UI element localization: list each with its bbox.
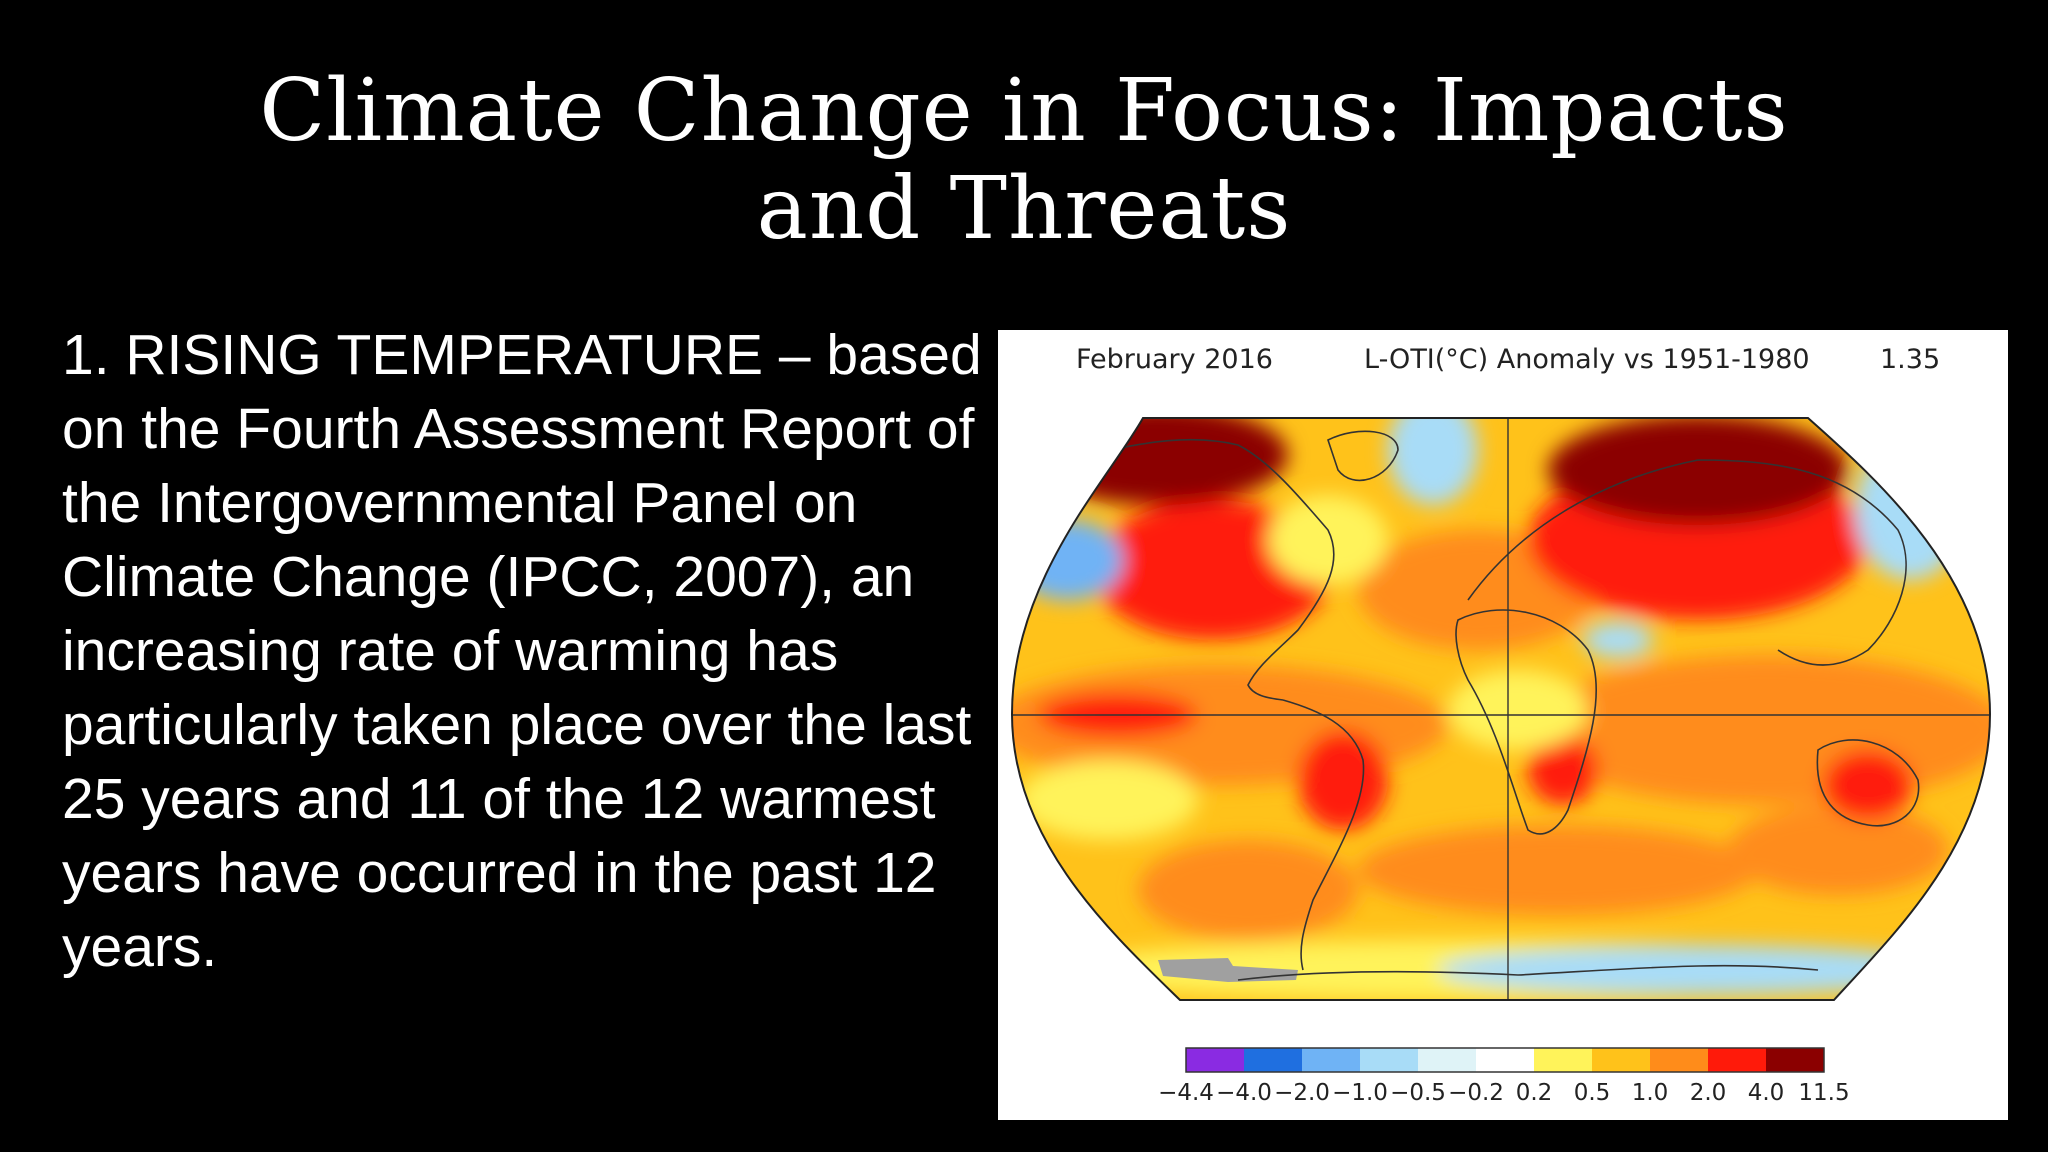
anomaly-yellow-us xyxy=(1268,495,1388,585)
temperature-anomaly-map-panel: −4.4 −4.0 −2.0 −1.0 −0.5 −0.2 0.2 0.5 1.… xyxy=(998,330,2008,1120)
legend-label-11: 4.0 xyxy=(1748,1080,1785,1106)
anomaly-orange-indian xyxy=(1528,655,1990,805)
no-data-patch xyxy=(1158,958,1298,982)
anomaly-field xyxy=(1012,418,1990,1000)
legend-swatch-10 xyxy=(1708,1048,1766,1072)
anomaly-yellow-africa xyxy=(1448,670,1588,750)
coastlines xyxy=(1057,430,1920,981)
legend-label-12: 11.5 xyxy=(1798,1080,1849,1106)
globe-outline xyxy=(1010,417,1992,1001)
slide-title: Climate Change in Focus: Impacts and Thr… xyxy=(0,62,2048,258)
anomaly-red-southern-africa xyxy=(1528,735,1598,805)
legend-swatch-2 xyxy=(1244,1048,1302,1072)
map-metric-label: L-OTI(°C) Anomaly vs 1951-1980 xyxy=(1364,344,1810,375)
anomaly-blue-antarctica xyxy=(1438,945,1958,995)
legend-swatch-7 xyxy=(1534,1048,1592,1072)
legend-swatch-1 xyxy=(1186,1048,1244,1072)
legend-label-1: −4.4 xyxy=(1158,1080,1214,1106)
legend-bar-outline xyxy=(1185,1047,1825,1073)
anomaly-blue-north-atlantic xyxy=(1388,418,1478,505)
legend-swatch-11 xyxy=(1766,1048,1824,1072)
legend-swatch-8 xyxy=(1592,1048,1650,1072)
anomaly-orange-tasman xyxy=(1728,805,1948,895)
legend-swatch-3 xyxy=(1302,1048,1360,1072)
map-date-label: February 2016 xyxy=(1076,344,1273,375)
legend-label-3: −2.0 xyxy=(1274,1080,1330,1106)
anomaly-red-south-america xyxy=(1298,730,1388,830)
anomaly-red-australia xyxy=(1823,750,1913,820)
legend-label-5: −0.5 xyxy=(1390,1080,1446,1106)
anomaly-orange-south-atlantic xyxy=(1358,825,1758,915)
legend-tick-labels: −4.4 −4.0 −2.0 −1.0 −0.5 −0.2 0.2 0.5 1.… xyxy=(1158,1080,1850,1106)
legend-label-7: 0.2 xyxy=(1516,1080,1553,1106)
temperature-anomaly-map: −4.4 −4.0 −2.0 −1.0 −0.5 −0.2 0.2 0.5 1.… xyxy=(1010,417,1992,1106)
legend-color-bar xyxy=(1185,1047,1825,1073)
legend-swatch-5 xyxy=(1418,1048,1476,1072)
legend-label-4: −1.0 xyxy=(1332,1080,1388,1106)
legend-swatch-4 xyxy=(1360,1048,1418,1072)
map-global-value: 1.35 xyxy=(1880,344,1941,375)
map-header: February 2016 L-OTI(°C) Anomaly vs 1951-… xyxy=(998,344,2008,384)
slide-body-text: 1. RISING TEMPERATURE – based on the Fou… xyxy=(62,323,982,979)
anomaly-blue-middle-east xyxy=(1583,622,1653,658)
anomaly-darkred-alaska xyxy=(1028,418,1288,505)
legend-label-8: 0.5 xyxy=(1574,1080,1611,1106)
anomaly-darkred-siberia xyxy=(1548,418,1848,525)
legend-label-10: 2.0 xyxy=(1690,1080,1727,1106)
legend-label-9: 1.0 xyxy=(1632,1080,1669,1106)
legend-swatch-9 xyxy=(1650,1048,1708,1072)
legend-label-6: −0.2 xyxy=(1448,1080,1504,1106)
anomaly-orange-south-pacific xyxy=(1138,840,1358,940)
slide-title-line-2: and Threats xyxy=(756,159,1292,259)
anomaly-blue-northeast-asia xyxy=(1855,440,1965,580)
slide-title-line-1: Climate Change in Focus: Impacts xyxy=(259,61,1789,161)
anomaly-yellow-south-pacific xyxy=(1018,760,1198,840)
legend-label-2: −4.0 xyxy=(1216,1080,1272,1106)
legend-swatch-6 xyxy=(1476,1048,1534,1072)
